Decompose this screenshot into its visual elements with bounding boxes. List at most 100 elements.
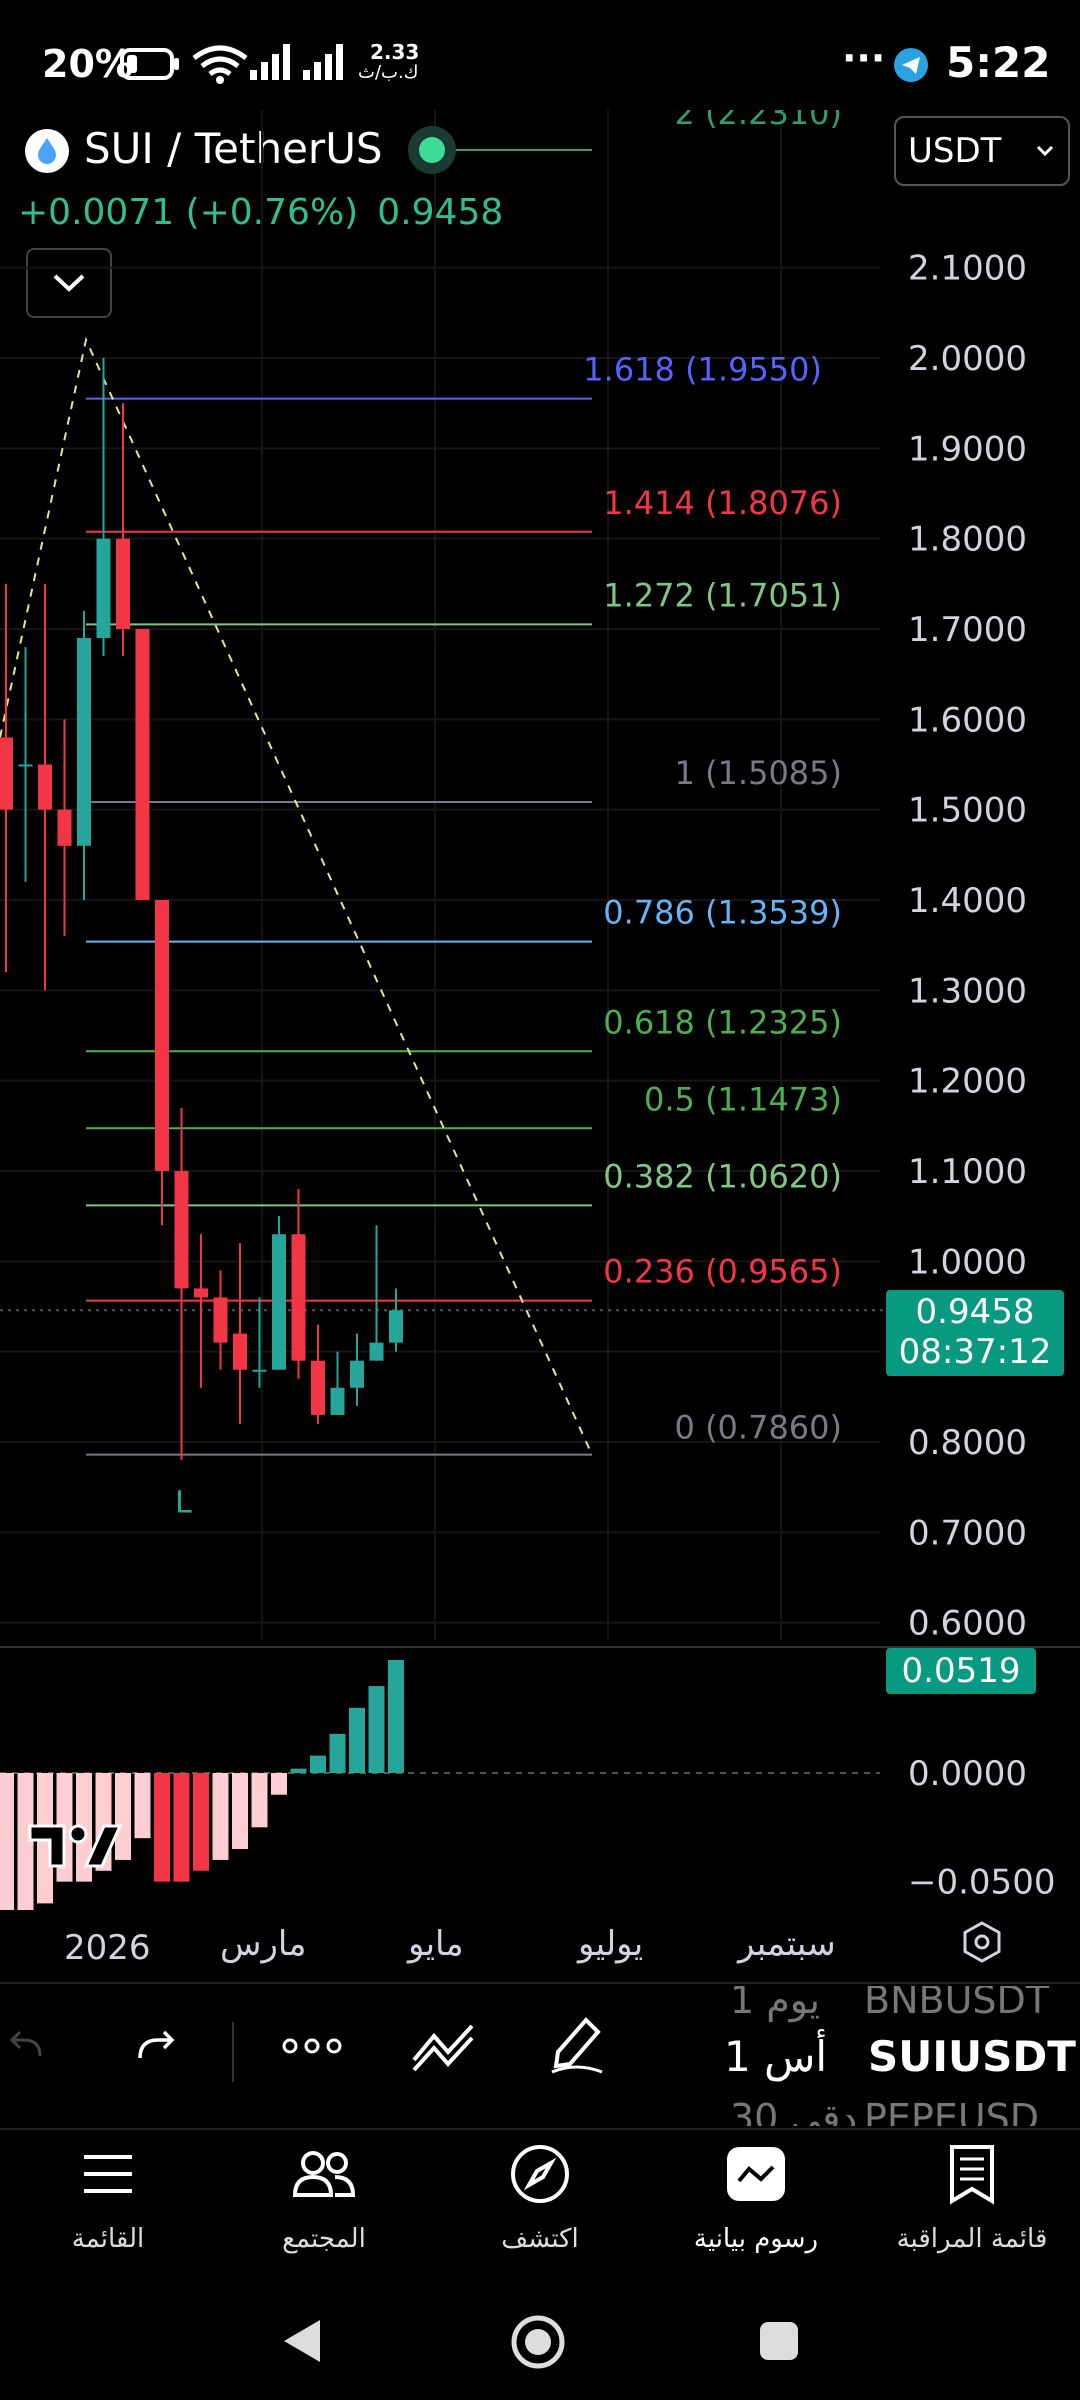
oscillator-bar [232,1773,248,1850]
undo-icon[interactable] [6,2028,46,2068]
price-axis-label: 2.0000 [908,339,1027,379]
candle [116,403,130,657]
candle [77,610,91,900]
candles [0,358,403,1461]
candle-body [369,1342,384,1361]
chevron-down-icon [1036,145,1054,157]
candle-body [213,1297,228,1343]
oscillator-bar [193,1773,209,1871]
more-options-icon[interactable] [282,2034,342,2058]
candle [291,1189,306,1379]
candle [233,1243,247,1424]
chevron-down-icon [53,274,85,292]
candle-body [135,629,150,900]
drawing-tools-icon[interactable] [410,2016,478,2076]
candle-body [350,1360,364,1388]
candle-body [272,1234,286,1370]
fib-level-label: 0.236 (0.9565) [603,1253,842,1291]
candle [194,1234,208,1388]
nav-label: قائمة المراقبة [896,2224,1048,2254]
signal-icon [250,44,343,80]
candle-body [330,1387,345,1415]
currency-value: USDT [908,131,1002,171]
nav-menu[interactable]: القائمة [8,2134,208,2264]
price-axis-label: 1.4000 [908,881,1027,921]
currency-select[interactable]: USDT [894,116,1070,186]
oscillator-bar [17,1773,34,1910]
redo-icon[interactable] [134,2028,178,2068]
pane-divider[interactable] [0,1646,1080,1648]
candle-body [0,737,13,810]
fib-handle [419,137,445,163]
oscillator-bar [212,1773,229,1860]
fib-extension: 2 (2.2310) 1.618 (1.9550) 1.414 (1.8076) 1.… [86,110,842,1456]
price-axis-label: 0.7000 [908,1513,1027,1553]
candle-countdown: 08:37:12 [898,1332,1052,1372]
net-speed-unit: ك.ب/ث [358,62,419,83]
symbol-active[interactable]: SUIUSDT [868,2032,1076,2081]
fib-level-label: 1.272 (1.7051) [603,576,842,614]
recents-icon[interactable] [758,2320,800,2362]
symbol-above[interactable]: BNBUSDT [864,1986,1049,2022]
nav-watchlist[interactable]: قائمة المراقبة [872,2134,1072,2264]
candle [272,1216,286,1370]
fib-level-label: 0.786 (1.3539) [603,894,842,932]
toolbar-separator [232,2022,234,2082]
fib-level-label: 1.618 (1.9550) [583,351,822,389]
divider [0,2128,1080,2130]
price-chart[interactable]: 2.1000 2.0000 1.9000 1.8000 1.7000 1.6000 1.50… [0,110,1080,1640]
oscillator-axis-label: 0.0000 [908,1754,1027,1794]
price-axis-label: 1.9000 [908,429,1027,469]
battery-percent: 20% [42,42,133,86]
nav-community[interactable]: المجتمع [224,2134,424,2264]
candle-body [174,1171,189,1289]
oscillator-bar [349,1707,365,1773]
time-label: مارس [220,1924,307,1964]
back-icon[interactable] [280,2316,324,2366]
fib-level-label: 0.618 (1.2325) [603,1003,842,1041]
nav-label: رسوم بيانية [693,2224,819,2254]
candle [389,1288,403,1352]
nav-label: القائمة [71,2224,145,2254]
clock: 5:22 [946,38,1051,87]
time-axis[interactable]: 2026 مارس مايو يوليو سبتمبر [0,1914,1080,1976]
candle-body [291,1234,306,1361]
candle [57,719,72,937]
timeframe-active[interactable]: 1 أس [724,2032,828,2081]
oscillator-bar [388,1660,404,1773]
oscillator-bar [0,1773,14,1910]
candle-body [389,1310,403,1343]
pencil-icon[interactable] [546,2012,608,2078]
watchlist-icon [950,2145,994,2205]
timeframe-below[interactable]: 30 دقي [730,2096,858,2126]
candle-body [311,1360,325,1415]
oscillator-bar [310,1755,326,1773]
candle [369,1225,384,1361]
last-price: 0.9458 [377,192,504,233]
oscillator-bar [115,1773,131,1860]
price-axis-label: 1.8000 [908,520,1027,560]
fib-level-label: 2 (2.2310) [675,110,842,132]
nav-label: اكتشف [501,2224,579,2254]
collapse-button[interactable] [26,248,112,318]
candle-body [38,764,52,810]
oscillator-bar [329,1733,346,1773]
symbol-title[interactable]: SUI / TetherUS [84,124,383,173]
settings-hexagon-icon[interactable] [960,1920,1004,1964]
time-label: مايو [408,1924,464,1964]
nav-charts[interactable]: رسوم بيانية [656,2134,856,2264]
menu-icon [84,2155,132,2193]
symbol-below[interactable]: PEPEUSD [864,2096,1040,2126]
price-axis-label: 1.1000 [908,1152,1027,1192]
candle [0,583,13,973]
price-axis-label: 1.5000 [908,791,1027,831]
time-label: 2026 [64,1928,151,1968]
home-icon[interactable] [510,2314,566,2370]
price-change-row: +0.0071 (+0.76%) 0.9458 [18,192,503,233]
oscillator-bar [271,1773,287,1795]
toolbar: BNBUSDT يوم 1 SUIUSDT 1 أس PEPEUSD 30 دق… [0,1986,1080,2126]
status-bar: 20% 2.33 ك.ب/ث ··· 5:22 [0,0,1080,120]
candle-body [96,538,111,639]
nav-explore[interactable]: اكتشف [440,2134,640,2264]
timeframe-above[interactable]: يوم 1 [730,1986,821,2022]
